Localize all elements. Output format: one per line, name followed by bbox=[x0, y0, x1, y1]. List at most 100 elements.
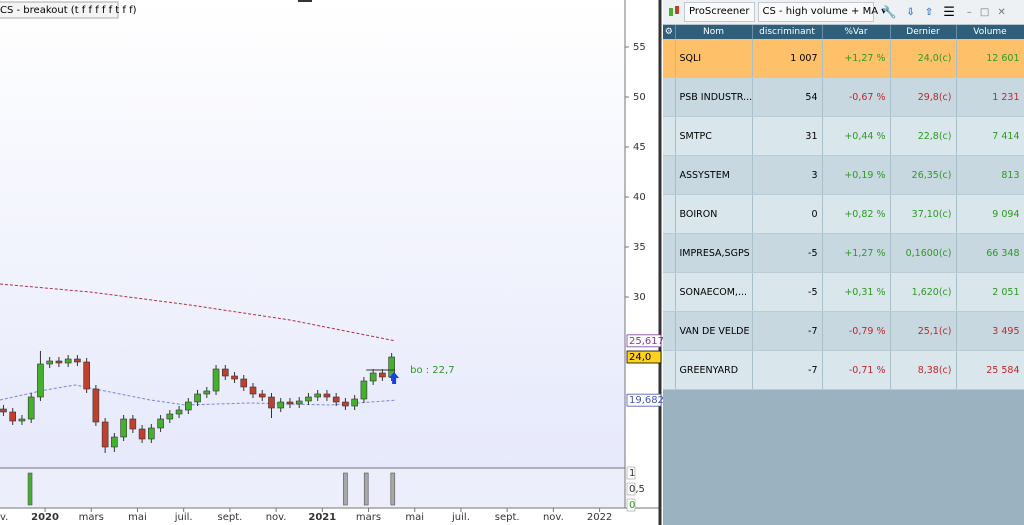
price-marker-label: 25,617 bbox=[629, 336, 663, 347]
plot-background bbox=[0, 0, 625, 468]
table-row[interactable]: ASSYSTEM 3 +0,19 % 26,35(c) 813 bbox=[663, 155, 1024, 195]
x-tick-label: 2022 bbox=[587, 512, 612, 523]
minimize[interactable]: – bbox=[966, 6, 972, 18]
table-cell: VAN DE VELDE bbox=[675, 311, 753, 351]
row-icon bbox=[663, 116, 676, 156]
row-icon bbox=[663, 350, 676, 390]
table-cell: 22,8(c) bbox=[890, 116, 957, 156]
row-icon bbox=[663, 194, 676, 234]
table-cell: 0 bbox=[752, 194, 823, 234]
table-cell: 54 bbox=[752, 77, 823, 117]
table-cell: 9 094 bbox=[956, 194, 1024, 234]
table-cell: 37,10(c) bbox=[890, 194, 957, 234]
row-icon bbox=[663, 272, 676, 312]
candle-body bbox=[64, 358, 72, 364]
x-tick-label: 2020 bbox=[31, 512, 59, 523]
table-cell: 8,38(c) bbox=[890, 350, 957, 390]
table-row[interactable]: BOIRON 0 +0,82 % 37,10(c) 9 094 bbox=[663, 194, 1024, 234]
indicator-tick-box bbox=[626, 466, 636, 480]
close[interactable]: ✕ bbox=[997, 6, 1006, 18]
candle-body bbox=[268, 396, 275, 409]
chart: CS - breakout (t f f f f f t f f) 30 35 40… bbox=[0, 0, 663, 525]
table-cell: -0,67 % bbox=[822, 77, 891, 117]
menu-icon[interactable]: ☰ bbox=[943, 4, 955, 20]
table-cell: -5 bbox=[752, 233, 823, 273]
table-cell: 0,1600(c) bbox=[890, 233, 957, 273]
breakout-arrow bbox=[389, 372, 400, 384]
y-tick-label: 50 bbox=[633, 92, 646, 103]
candle-body bbox=[203, 390, 211, 395]
table-cell: SONAECOM,... bbox=[675, 272, 753, 312]
indicator-tick-label: 1 bbox=[629, 468, 635, 479]
column-header[interactable]: Volume bbox=[956, 25, 1024, 39]
tool-icon[interactable]: 🔧 bbox=[881, 5, 897, 19]
table-cell: +0,82 % bbox=[822, 194, 891, 234]
table-cell: 31 bbox=[752, 116, 823, 156]
table-cell: 12 601 bbox=[956, 39, 1024, 78]
table-cell: 2 051 bbox=[956, 272, 1024, 312]
candle-body bbox=[129, 418, 137, 430]
moving-average bbox=[0, 283, 396, 342]
y-tick-label: 55 bbox=[633, 42, 646, 53]
x-tick-label: nov. bbox=[543, 512, 564, 523]
y-tick-label: 40 bbox=[633, 192, 646, 203]
candle-body bbox=[212, 368, 220, 392]
table-cell: +1,27 % bbox=[822, 39, 891, 78]
screener-name: CS - high volume + MA bbox=[762, 6, 879, 17]
table-cell: 29,8(c) bbox=[890, 77, 957, 117]
app-button[interactable]: ProScreener bbox=[684, 2, 755, 22]
candle-body bbox=[194, 393, 201, 403]
column-header[interactable]: %Var bbox=[822, 25, 891, 39]
moving-average bbox=[0, 384, 396, 406]
table-cell: 66 348 bbox=[956, 233, 1024, 273]
indicator-tick-label: 0 bbox=[629, 500, 635, 511]
table-cell: ASSYSTEM bbox=[675, 155, 753, 195]
x-tick-label: juil. bbox=[451, 512, 470, 523]
table-row[interactable]: SMTPC 31 +0,44 % 22,8(c) 7 414 bbox=[663, 116, 1024, 156]
column-header[interactable]: Dernier bbox=[890, 25, 957, 39]
candle-icon bbox=[669, 6, 679, 16]
table-cell: PSB INDUSTR... bbox=[675, 77, 753, 117]
candle-body bbox=[9, 411, 17, 422]
table-cell: IMPRESA,SGPS bbox=[675, 233, 753, 273]
sort-down[interactable]: ⇩ bbox=[906, 6, 915, 18]
price-axis bbox=[625, 0, 660, 508]
candle-body bbox=[231, 375, 238, 380]
column-header[interactable]: Nom bbox=[675, 25, 753, 39]
candle-body bbox=[342, 401, 349, 407]
wrench-col: ⚙ bbox=[663, 25, 676, 39]
candle-body bbox=[240, 378, 248, 388]
indicator-bar bbox=[390, 472, 396, 506]
table-row[interactable]: SONAECOM,... -5 +0,31 % 1,620(c) 2 051 bbox=[663, 272, 1024, 312]
table-cell: 3 495 bbox=[956, 311, 1024, 351]
title-box bbox=[0, 1, 119, 19]
table-row[interactable]: PSB INDUSTR... 54 -0,67 % 29,8(c) 1 231 bbox=[663, 77, 1024, 117]
candle-body bbox=[166, 413, 174, 420]
indicator-bar bbox=[363, 472, 369, 506]
maximize[interactable]: □ bbox=[979, 6, 990, 18]
candle-body bbox=[83, 361, 90, 390]
screener-table: ⚙ Nom discriminant %Var Dernier Volume SQLI 1 … bbox=[663, 25, 1024, 390]
screener-select[interactable]: CS - high volume + MA ▾ bbox=[757, 2, 886, 22]
table-row[interactable]: GREENYARD -7 -0,71 % 8,38(c) 25 584 bbox=[663, 350, 1024, 390]
header-row: ⚙ Nom discriminant %Var Dernier Volume bbox=[663, 25, 1024, 39]
x-tick-label: sept. bbox=[495, 512, 520, 523]
x-tick-label: v. bbox=[0, 512, 8, 523]
table-row[interactable]: SQLI 1 007 +1,27 % 24,0(c) 12 601 bbox=[663, 39, 1024, 78]
candle-body bbox=[277, 401, 285, 409]
toolbar: ProScreener CS - high volume + MA ▾ 🔧 ⇩ … bbox=[663, 0, 1024, 25]
sort-up[interactable]: ⇧ bbox=[924, 6, 934, 18]
candle-body bbox=[74, 358, 81, 363]
x-tick-label: 2021 bbox=[308, 512, 336, 523]
x-tick-label: sept. bbox=[217, 512, 242, 523]
column-header[interactable]: discriminant bbox=[752, 25, 823, 39]
price-marker-label: 19,682 bbox=[629, 395, 663, 406]
candle-body bbox=[379, 372, 386, 378]
x-tick-label: nov. bbox=[266, 512, 287, 523]
indicator-tick-label: 0,5 bbox=[629, 484, 645, 495]
table-row[interactable]: IMPRESA,SGPS -5 +1,27 % 0,1600(c) 66 348 bbox=[663, 233, 1024, 273]
x-tick-label: mai bbox=[128, 512, 147, 523]
price-marker bbox=[626, 334, 662, 348]
price-marker bbox=[626, 350, 662, 364]
table-row[interactable]: VAN DE VELDE -7 -0,79 % 25,1(c) 3 495 bbox=[663, 311, 1024, 351]
